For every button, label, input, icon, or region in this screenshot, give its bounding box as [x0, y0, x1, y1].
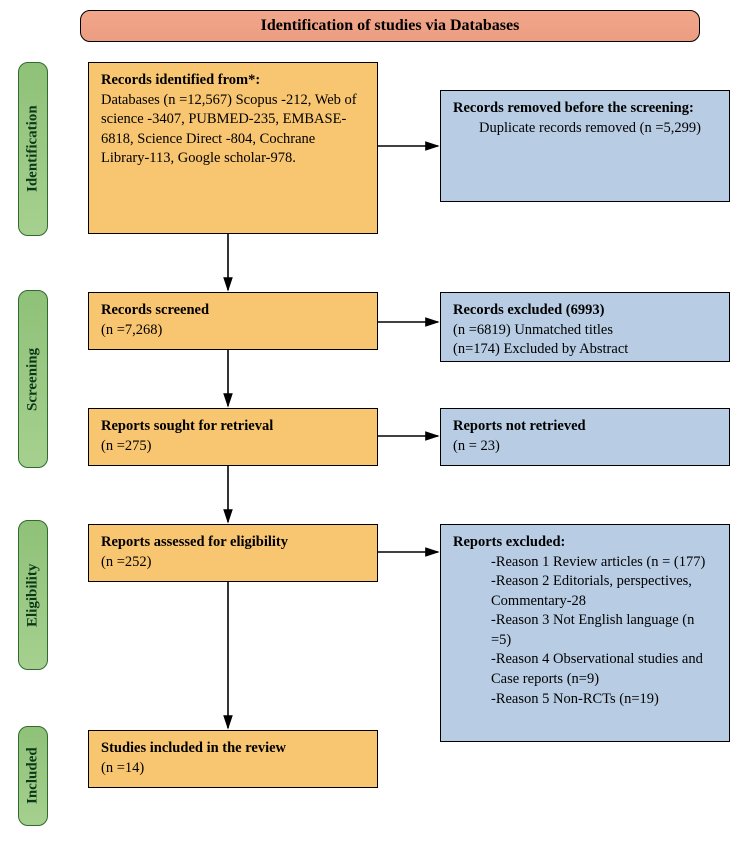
box-reports-assessed: Reports assessed for eligibility (n =252…: [88, 524, 378, 582]
box-records-removed: Records removed before the screening: Du…: [440, 90, 730, 202]
box-reports-not-retrieved: Reports not retrieved (n = 23): [440, 408, 730, 466]
prisma-flowchart: Identification of studies via Databases …: [10, 10, 740, 856]
stage-identification: Identification: [18, 62, 48, 236]
box-records-excluded: Records excluded (6993) (n =6819) Unmatc…: [440, 292, 730, 362]
box-studies-included: Studies included in the review (n =14): [88, 730, 378, 788]
header-box: Identification of studies via Databases: [80, 10, 700, 42]
box-reports-excluded: Reports excluded: -Reason 1 Review artic…: [440, 524, 730, 742]
box-records-identified: Records identified from*: Databases (n =…: [88, 62, 378, 234]
stage-included: Included: [18, 726, 48, 826]
stage-eligibility: Eligibility: [18, 520, 48, 670]
box-reports-sought: Reports sought for retrieval (n =275): [88, 408, 378, 466]
stage-screening: Screening: [18, 290, 48, 468]
header-text: Identification of studies via Databases: [261, 17, 520, 34]
box-records-screened: Records screened (n =7,268): [88, 292, 378, 350]
